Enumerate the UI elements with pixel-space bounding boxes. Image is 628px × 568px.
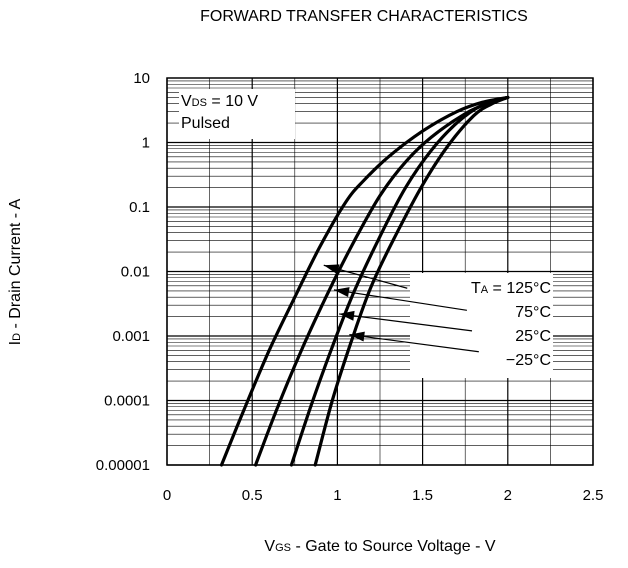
y-tick-labels: 10 1 0.1 0.01 0.001 0.0001 0.00001 (96, 70, 150, 474)
series-label: TA = 125°C (471, 280, 551, 297)
x-tick-labels: 0 0.5 1 1.5 2 2.5 (163, 487, 604, 504)
series-label: 75°C (515, 304, 551, 321)
series-curve (219, 95, 510, 467)
y-tick-label: 10 (133, 70, 150, 87)
series-label: 25°C (515, 328, 551, 345)
legend-arrow-line (333, 289, 467, 311)
x-axis-label: VGS - Gate to Source Voltage - V (264, 538, 495, 555)
y-tick-label: 1 (142, 135, 150, 152)
legend-arrow-line (339, 313, 473, 332)
y-axis-label: ID - Drain Current - A (7, 198, 24, 345)
y-tick-label: 0.01 (121, 264, 150, 281)
curve-group (219, 95, 510, 467)
legend-arrowhead (333, 287, 350, 298)
conditions-box: VDS = 10 V Pulsed (179, 89, 295, 139)
x-tick-label: 2 (504, 487, 512, 504)
temperature-legend: TA = 125°C 75°C 25°C −25°C (323, 264, 553, 378)
y-tick-label: 0.001 (112, 328, 150, 345)
legend-arrow-line (349, 334, 479, 353)
legend-arrowhead (323, 264, 340, 275)
legend-arrowhead (339, 310, 355, 321)
y-tick-label: 0.1 (129, 199, 150, 216)
y-axis-title: ID - Drain Current - A (7, 198, 24, 345)
x-tick-label: 2.5 (583, 487, 604, 504)
plot-frame (166, 77, 594, 466)
x-axis-title: VGS - Gate to Source Voltage - V (264, 538, 495, 555)
y-tick-label: 0.00001 (96, 457, 150, 474)
conditions-background (179, 89, 295, 139)
x-tick-label: 0 (163, 487, 171, 504)
chart-title: FORWARD TRANSFER CHARACTERISTICS (200, 8, 528, 25)
legend-arrowhead (349, 331, 365, 342)
y-tick-label: 0.0001 (104, 393, 150, 410)
series-curve (289, 95, 510, 467)
series-curve (313, 95, 510, 467)
x-tick-label: 1 (333, 487, 341, 504)
x-tick-label: 0.5 (242, 487, 263, 504)
series-label: −25°C (506, 352, 551, 369)
condition-line: Pulsed (181, 115, 230, 132)
x-tick-label: 1.5 (412, 487, 433, 504)
condition-line: VDS = 10 V (181, 93, 258, 110)
